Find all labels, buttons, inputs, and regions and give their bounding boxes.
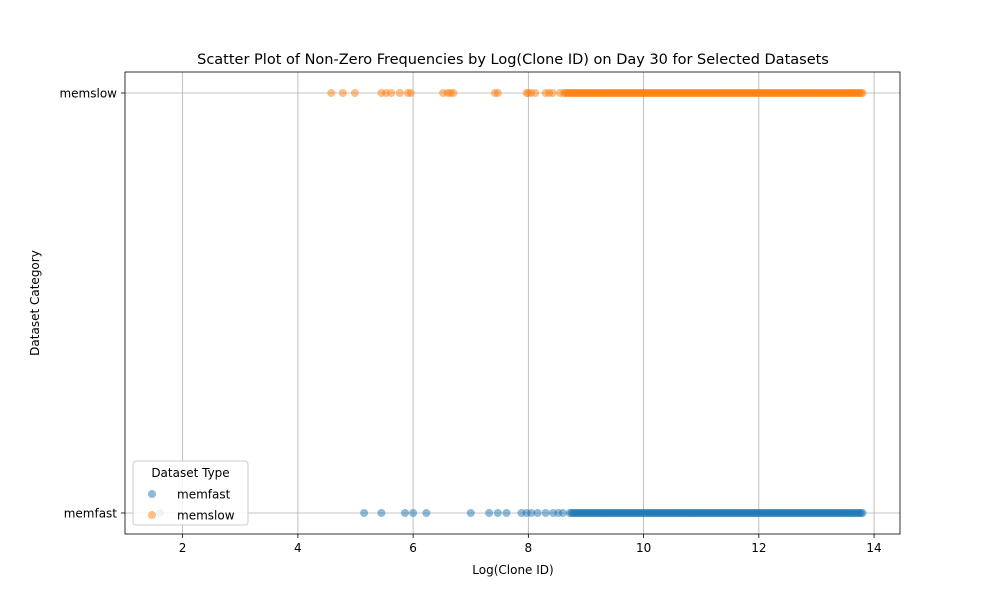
chart-title: Scatter Plot of Non-Zero Frequencies by … — [197, 52, 829, 68]
data-point-memslow — [327, 89, 336, 97]
x-tick-label: 12 — [751, 541, 766, 555]
axes — [124, 71, 901, 535]
x-tick-label: 6 — [409, 541, 417, 555]
data-point-memfast — [558, 509, 567, 517]
plot-frame — [124, 71, 901, 535]
x-tick-label: 10 — [636, 541, 651, 555]
data-point-memslow — [338, 89, 347, 97]
data-point-memslow — [387, 89, 396, 97]
data-point-memslow — [350, 89, 359, 97]
data-point-memfast — [485, 509, 494, 517]
data-point-memfast — [527, 509, 536, 517]
data-point-memfast — [533, 509, 542, 517]
x-tick-label: 14 — [866, 541, 881, 555]
y-tick-label: memfast — [64, 507, 118, 521]
data-point-memslow — [449, 89, 458, 97]
legend-label-memfast: memfast — [177, 488, 231, 502]
data-point-memfast — [858, 509, 867, 517]
data-point-memfast — [541, 509, 550, 517]
legend-marker-memfast — [148, 490, 156, 498]
data-point-memslow — [531, 89, 540, 97]
x-tick-label: 8 — [525, 541, 533, 555]
data-point-memfast — [409, 509, 418, 517]
data-point-memslow — [493, 89, 502, 97]
legend-marker-memslow — [148, 511, 156, 519]
data-points — [156, 89, 867, 517]
data-point-memfast — [466, 509, 475, 517]
data-point-memfast — [360, 509, 369, 517]
data-point-memfast — [422, 509, 431, 517]
legend-box — [132, 460, 249, 526]
x-tick-label: 2 — [179, 541, 187, 555]
data-point-memslow — [406, 89, 415, 97]
y-axis-label: Dataset Category — [28, 250, 42, 356]
data-point-memfast — [401, 509, 410, 517]
x-axis-label: Log(Clone ID) — [472, 563, 553, 577]
data-point-memslow — [858, 89, 867, 97]
legend: Dataset Type memfast memslow — [132, 460, 249, 526]
data-point-memslow — [548, 89, 557, 97]
data-point-memslow — [395, 89, 404, 97]
legend-title: Dataset Type — [151, 466, 229, 480]
x-axis-ticks: 2 4 6 8 10 12 14 — [179, 534, 882, 555]
data-point-memfast — [377, 509, 386, 517]
y-tick-label: memslow — [59, 87, 117, 101]
x-tick-label: 4 — [294, 541, 302, 555]
y-axis-ticks: memfast memslow — [59, 87, 125, 521]
legend-label-memslow: memslow — [177, 509, 235, 523]
data-point-memfast — [493, 509, 502, 517]
data-point-memfast — [502, 509, 511, 517]
